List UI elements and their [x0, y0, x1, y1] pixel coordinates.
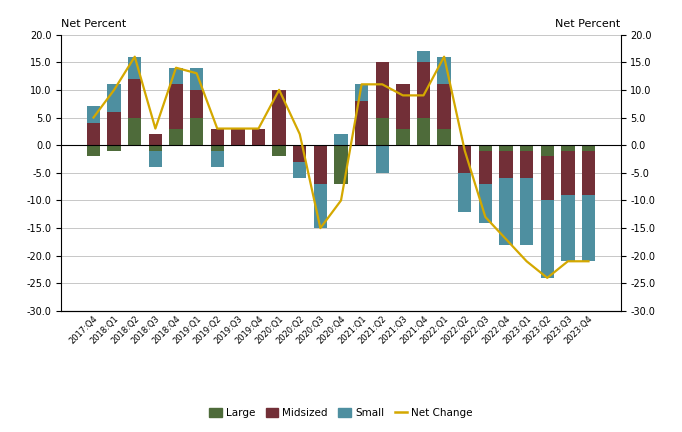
Legend: Large, Midsized, Small, Net Change: Large, Midsized, Small, Net Change	[205, 404, 477, 422]
Bar	[561, 145, 574, 151]
Bar	[87, 145, 100, 156]
Bar	[190, 90, 203, 118]
Bar	[169, 129, 183, 145]
Bar	[190, 118, 203, 145]
Bar	[334, 145, 348, 184]
Bar	[479, 145, 492, 151]
Bar	[108, 84, 121, 112]
Text: Net Percent: Net Percent	[555, 19, 621, 29]
Bar	[108, 112, 121, 145]
Bar	[437, 57, 451, 84]
Bar	[190, 68, 203, 90]
Bar	[314, 184, 327, 228]
Bar	[149, 145, 162, 151]
Bar	[417, 118, 430, 145]
Bar	[169, 68, 183, 84]
Bar	[499, 151, 513, 178]
Bar	[314, 145, 327, 184]
Bar	[169, 84, 183, 129]
Bar	[499, 178, 513, 245]
Bar	[149, 151, 162, 167]
Bar	[520, 178, 533, 245]
Bar	[582, 151, 595, 195]
Bar	[272, 145, 286, 156]
Bar	[479, 184, 492, 222]
Bar	[293, 162, 306, 178]
Bar	[334, 134, 348, 145]
Bar	[499, 145, 513, 151]
Bar	[128, 79, 141, 118]
Bar	[211, 145, 224, 151]
Bar	[541, 145, 554, 156]
Bar	[396, 84, 410, 129]
Bar	[582, 195, 595, 261]
Bar	[87, 123, 100, 145]
Bar	[458, 145, 471, 173]
Bar	[211, 151, 224, 167]
Bar	[128, 57, 141, 79]
Bar	[437, 129, 451, 145]
Bar	[293, 145, 306, 162]
Bar	[149, 134, 162, 145]
Bar	[128, 118, 141, 145]
Bar	[252, 129, 265, 145]
Bar	[458, 173, 471, 212]
Bar	[376, 118, 389, 145]
Bar	[561, 151, 574, 195]
Bar	[561, 195, 574, 261]
Bar	[582, 145, 595, 151]
Bar	[437, 84, 451, 129]
Bar	[376, 145, 389, 173]
Bar	[479, 151, 492, 184]
Bar	[541, 156, 554, 200]
Bar	[417, 62, 430, 118]
Bar	[376, 62, 389, 118]
Bar	[417, 51, 430, 62]
Bar	[520, 151, 533, 178]
Bar	[355, 101, 368, 145]
Bar	[108, 145, 121, 151]
Bar	[541, 200, 554, 278]
Bar	[211, 129, 224, 145]
Bar	[272, 90, 286, 145]
Bar	[520, 145, 533, 151]
Bar	[231, 129, 245, 145]
Bar	[87, 106, 100, 123]
Text: Net Percent: Net Percent	[61, 19, 127, 29]
Bar	[396, 129, 410, 145]
Bar	[355, 84, 368, 101]
